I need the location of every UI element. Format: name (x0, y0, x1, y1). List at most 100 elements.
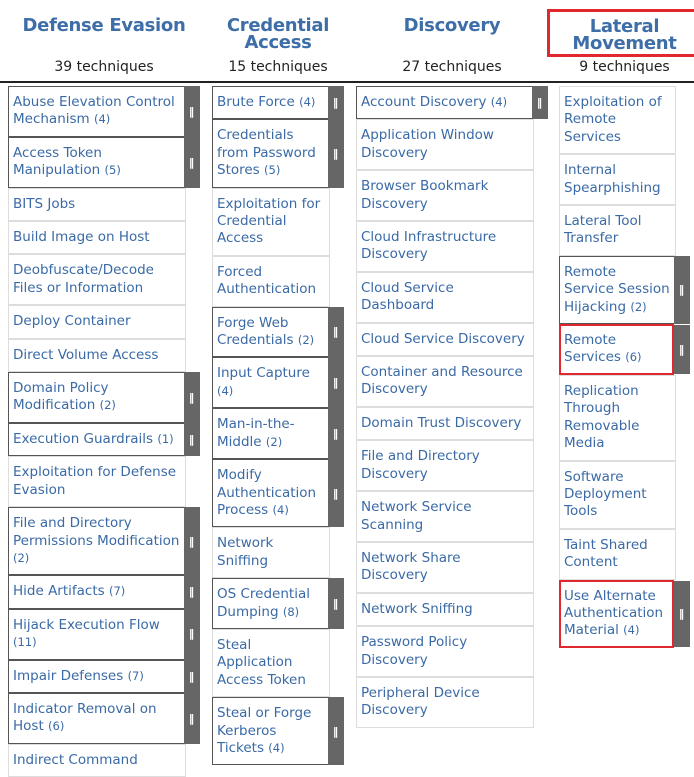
technique-name[interactable]: Peripheral Device Discovery (361, 684, 480, 719)
technique-cell[interactable]: Network Sniffing (212, 527, 330, 579)
technique-cell[interactable]: Brute Force (4) ‖ (212, 86, 344, 120)
subtechnique-toggle[interactable]: ‖ (328, 357, 344, 409)
technique-cell[interactable]: Deploy Container (8, 305, 186, 339)
technique-name[interactable]: Network Service Scanning (361, 499, 472, 533)
technique-name[interactable]: Exploitation of Remote Services (564, 94, 662, 145)
technique-name[interactable]: Hide Artifacts (13, 583, 105, 600)
subtechnique-toggle[interactable]: ‖ (184, 692, 200, 744)
technique-cell[interactable]: Password Policy Discovery (356, 626, 534, 677)
technique-name[interactable]: Exploitation for Credential Access (217, 195, 321, 247)
technique-cell[interactable]: Exploitation for Defense Evasion (8, 456, 186, 508)
technique-name[interactable]: Network Sniffing (361, 600, 473, 617)
tactic-title[interactable]: Credential Access (226, 15, 330, 53)
technique-cell[interactable]: Cloud Service Discovery (356, 322, 534, 357)
technique-cell[interactable]: Execution Guardrails (1) ‖ (8, 422, 200, 457)
technique-cell[interactable]: Account Discovery (4) ‖ (356, 86, 548, 120)
subtechnique-toggle[interactable]: ‖ (184, 608, 200, 660)
technique-name[interactable]: Access Token Manipulation (13, 144, 102, 179)
technique-name[interactable]: Replication Through Removable Media (564, 382, 640, 452)
technique-name[interactable]: Remote Services (564, 332, 621, 366)
technique-cell[interactable]: Forge Web Credentials (2) ‖ (212, 306, 344, 358)
technique-name[interactable]: Internal Spearphishing (564, 162, 661, 196)
technique-name[interactable]: Password Policy Discovery (361, 634, 468, 668)
technique-name[interactable]: Cloud Service Dashboard (361, 279, 454, 314)
subtechnique-toggle[interactable]: ‖ (184, 136, 200, 188)
technique-name[interactable]: Taint Shared Content (564, 536, 648, 571)
technique-cell[interactable]: Man-in-the-Middle (2) ‖ (212, 408, 344, 460)
technique-cell[interactable]: Hide Artifacts (7) ‖ (8, 575, 200, 609)
technique-name[interactable]: Application Window Discovery (361, 127, 494, 161)
technique-cell[interactable]: Peripheral Device Discovery (356, 676, 534, 728)
technique-cell[interactable]: Taint Shared Content (559, 528, 676, 580)
technique-cell[interactable]: Container and Resource Discovery (356, 356, 534, 407)
technique-name[interactable]: Software Deployment Tools (564, 468, 647, 520)
subtechnique-toggle[interactable]: ‖ (328, 306, 344, 358)
technique-cell[interactable]: File and Directory Permissions Modificat… (8, 507, 200, 576)
technique-cell[interactable]: OS Credential Dumping (8) ‖ (212, 578, 344, 629)
technique-cell[interactable]: Exploitation for Credential Access (212, 187, 330, 256)
tactic-title[interactable]: Lateral Movement (547, 9, 694, 57)
technique-cell[interactable]: Software Deployment Tools (559, 460, 676, 529)
technique-cell[interactable]: Abuse Elevation Control Mechanism (4) ‖ (8, 86, 200, 137)
subtechnique-toggle[interactable]: ‖ (328, 408, 344, 460)
technique-cell[interactable]: Remote Services (6) ‖ (559, 324, 690, 375)
technique-name[interactable]: Brute Force (217, 94, 295, 110)
technique-cell[interactable]: Network Sniffing (356, 592, 534, 627)
technique-cell[interactable]: Application Window Discovery (356, 119, 534, 171)
subtechnique-toggle[interactable]: ‖ (184, 422, 200, 457)
subtechnique-toggle[interactable]: ‖ (674, 580, 690, 647)
technique-name[interactable]: Hijack Execution Flow (13, 616, 160, 633)
technique-cell[interactable]: Replication Through Removable Media (559, 374, 676, 461)
technique-cell[interactable]: Access Token Manipulation (5) ‖ (8, 136, 200, 188)
subtechnique-toggle[interactable]: ‖ (328, 86, 344, 120)
technique-name[interactable]: Domain Policy Modification (13, 380, 109, 414)
technique-name[interactable]: Abuse Elevation Control Mechanism (13, 94, 175, 128)
technique-name[interactable]: Forge Web Credentials (217, 314, 294, 349)
technique-name[interactable]: Cloud Service Discovery (361, 330, 525, 347)
technique-name[interactable]: Steal Application Access Token (217, 636, 306, 688)
technique-name[interactable]: Modify Authentication Process (217, 467, 317, 518)
technique-name[interactable]: File and Directory Permissions Modificat… (13, 515, 180, 549)
technique-cell[interactable]: Indicator Removal on Host (6) ‖ (8, 692, 200, 744)
technique-cell[interactable]: Steal or Forge Kerberos Tickets (4) ‖ (212, 697, 344, 766)
subtechnique-toggle[interactable]: ‖ (328, 119, 344, 188)
technique-cell[interactable]: File and Directory Discovery (356, 440, 534, 492)
technique-name[interactable]: Domain Trust Discovery (361, 414, 522, 431)
subtechnique-toggle[interactable]: ‖ (184, 372, 200, 423)
subtechnique-toggle[interactable]: ‖ (184, 507, 200, 576)
technique-cell[interactable]: Cloud Service Dashboard (356, 271, 534, 323)
technique-name[interactable]: Lateral Tool Transfer (564, 213, 642, 247)
subtechnique-toggle[interactable]: ‖ (532, 86, 548, 120)
subtechnique-toggle[interactable]: ‖ (184, 659, 200, 693)
technique-cell[interactable]: Forced Authentication (212, 255, 330, 307)
technique-cell[interactable]: Network Service Scanning (356, 491, 534, 542)
technique-cell[interactable]: Deobfuscate/Decode Files or Information (8, 254, 186, 306)
subtechnique-toggle[interactable]: ‖ (184, 86, 200, 137)
tactic-title[interactable]: Discovery (403, 15, 501, 36)
technique-name[interactable]: Deobfuscate/Decode Files or Information (13, 262, 154, 296)
technique-cell[interactable]: BITS Jobs (8, 187, 186, 222)
technique-name[interactable]: Man-in-the-Middle (217, 416, 295, 450)
technique-name[interactable]: Build Image on Host (13, 229, 150, 246)
technique-cell[interactable]: Browser Bookmark Discovery (356, 170, 534, 222)
technique-name[interactable]: Indicator Removal on Host (13, 700, 157, 735)
technique-name[interactable]: Direct Volume Access (13, 346, 159, 363)
technique-name[interactable]: Indirect Command (13, 751, 138, 768)
technique-cell[interactable]: Use Alternate Authentication Material (4… (559, 579, 690, 648)
technique-name[interactable]: Impair Defenses (13, 667, 124, 684)
technique-cell[interactable]: Cloud Infrastructure Discovery (356, 221, 534, 272)
technique-name[interactable]: Container and Resource Discovery (361, 364, 523, 398)
technique-name[interactable]: Credentials from Password Stores (217, 127, 316, 179)
technique-name[interactable]: Account Discovery (361, 94, 487, 110)
technique-cell[interactable]: Domain Trust Discovery (356, 406, 534, 441)
technique-cell[interactable]: Modify Authentication Process (4) ‖ (212, 459, 344, 528)
technique-name[interactable]: Network Sniffing (217, 535, 274, 569)
technique-cell[interactable]: Hijack Execution Flow (11) ‖ (8, 608, 200, 660)
technique-cell[interactable]: Network Share Discovery (356, 541, 534, 593)
subtechnique-toggle[interactable]: ‖ (674, 325, 690, 374)
technique-name[interactable]: Input Capture (217, 365, 310, 382)
technique-name[interactable]: Deploy Container (13, 313, 131, 330)
technique-name[interactable]: Network Share Discovery (361, 549, 461, 584)
technique-name[interactable]: OS Credential Dumping (217, 586, 310, 620)
subtechnique-toggle[interactable]: ‖ (328, 578, 344, 629)
